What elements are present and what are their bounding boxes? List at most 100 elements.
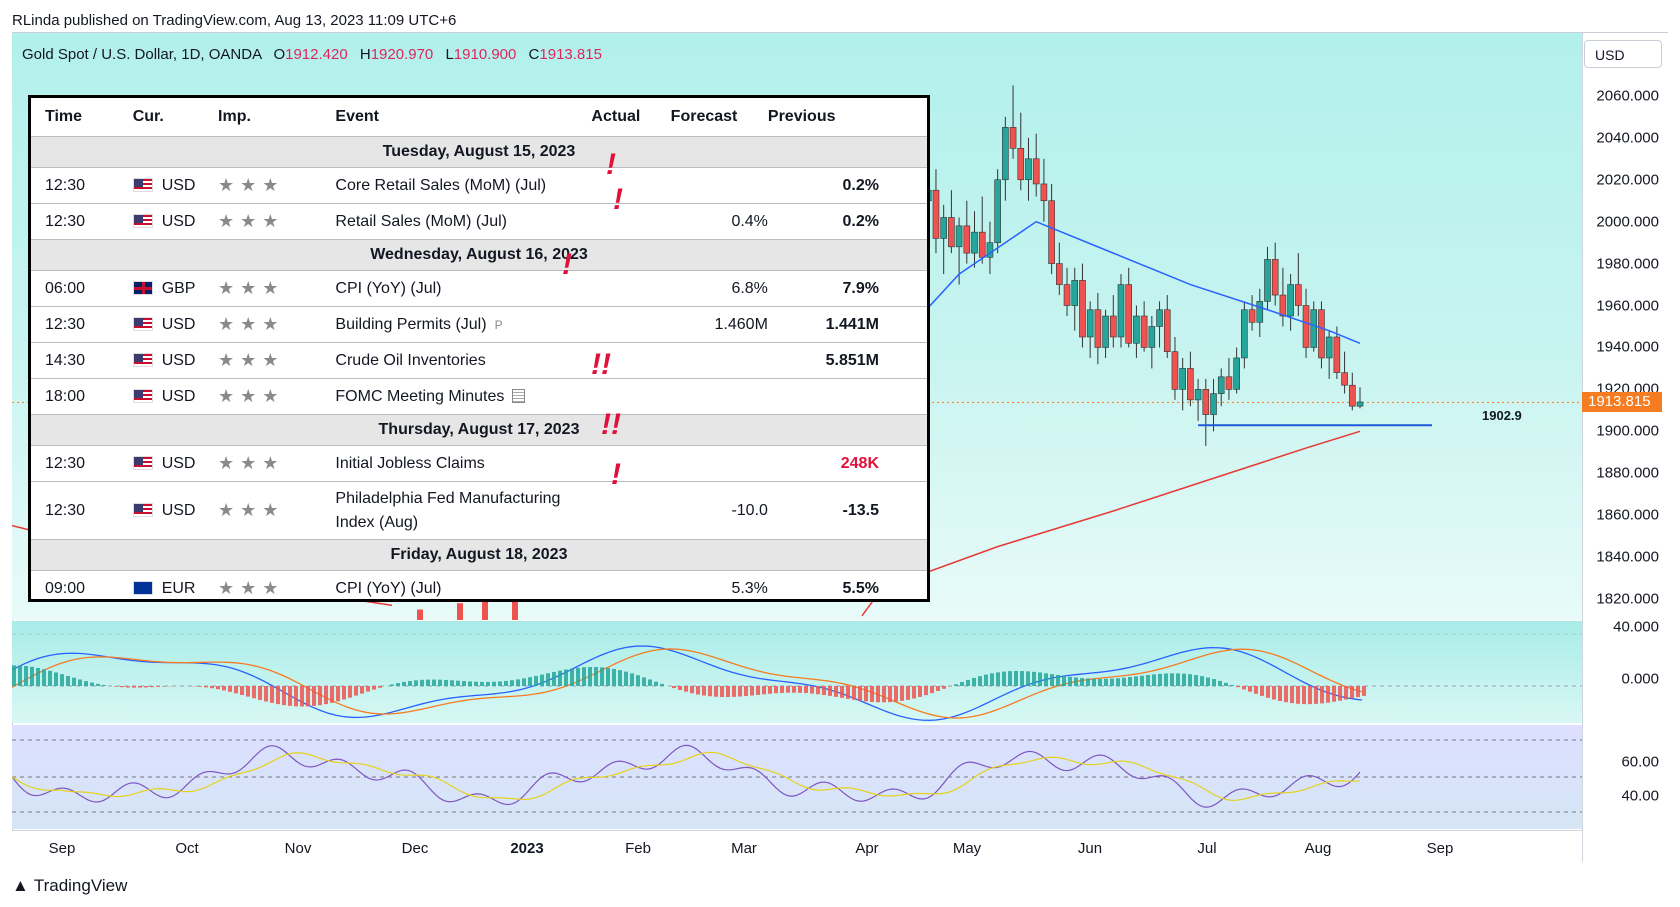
macd-histogram-bar xyxy=(306,686,310,707)
flag-us-icon xyxy=(132,455,153,470)
macd-histogram-bar xyxy=(1026,671,1030,686)
time-tick-label: Apr xyxy=(855,840,879,857)
macd-histogram-bar xyxy=(996,672,1000,686)
macd-histogram-bar xyxy=(336,686,340,702)
time-tick-label: Jun xyxy=(1077,840,1103,857)
calendar-event-row: 12:30 USD ★★★ Building Permits (Jul) P 1.460M… xyxy=(31,306,927,343)
candle-fragment xyxy=(482,599,488,620)
candle-down xyxy=(1032,158,1040,185)
macd-histogram-bar xyxy=(840,686,844,698)
price-tick-label: 1820.000 xyxy=(1596,590,1659,608)
macd-histogram-bar xyxy=(792,686,796,693)
macd-indicator[interactable] xyxy=(12,621,1582,723)
macd-histogram-bar xyxy=(1224,682,1228,686)
macd-histogram-bar xyxy=(504,680,508,686)
macd-histogram-bar xyxy=(276,686,280,705)
event-currency: USD xyxy=(161,454,196,472)
macd-histogram-bar xyxy=(1032,671,1036,686)
macd-histogram-bar xyxy=(708,686,712,697)
macd-histogram-bar xyxy=(816,686,820,695)
macd-histogram-bar xyxy=(732,686,736,697)
macd-histogram-bar xyxy=(714,686,718,697)
event-name-cell: Retail Sales (MoM) (Jul) xyxy=(335,203,592,240)
macd-histogram-bar xyxy=(1206,677,1210,686)
macd-histogram-bar xyxy=(1140,675,1144,686)
macd-histogram-bar xyxy=(762,686,766,695)
macd-histogram-bar xyxy=(612,668,616,686)
macd-histogram-bar xyxy=(366,686,370,692)
event-time: 06:00 xyxy=(45,279,86,297)
candle-down xyxy=(1040,183,1048,202)
importance-stars-icon: ★★★ xyxy=(218,386,285,406)
economic-calendar: Time Cur. Imp. Event Actual Forecast Pre… xyxy=(28,95,930,606)
macd-histogram-bar xyxy=(516,679,520,686)
macd-histogram-bar xyxy=(378,686,382,688)
macd-histogram-bar xyxy=(456,680,460,686)
macd-histogram-bar xyxy=(1128,677,1132,686)
candle-up xyxy=(955,225,963,248)
macd-histogram-bar xyxy=(1302,686,1306,705)
calendar-date-row: Thursday, August 17, 2023 xyxy=(31,414,927,446)
event-time-cell: 14:30 xyxy=(31,342,133,379)
candle-down xyxy=(1348,384,1356,407)
tradingview-logo[interactable]: ▲ TradingView xyxy=(12,876,127,896)
moving-average-slow xyxy=(861,430,1361,617)
low-label: L xyxy=(445,46,454,63)
event-importance-cell: ★★★ xyxy=(218,342,336,379)
time-tick-label: Oct xyxy=(175,840,199,857)
macd-histogram-bar xyxy=(138,686,142,688)
macd-histogram-bar xyxy=(1182,673,1186,686)
document-icon xyxy=(512,388,526,403)
candle-down xyxy=(963,225,971,254)
macd-histogram-bar xyxy=(1014,670,1018,686)
calendar-date: Tuesday, August 15, 2023 xyxy=(31,136,927,168)
candle-fragment xyxy=(512,601,518,620)
candle-up xyxy=(1194,389,1202,401)
candle-down xyxy=(1318,309,1325,359)
event-currency: USD xyxy=(161,212,196,230)
symbol-legend[interactable]: Gold Spot / U.S. Dollar, 1D, OANDA O1912… xyxy=(22,46,602,63)
event-time: 09:00 xyxy=(45,579,86,597)
macd-histogram-bar xyxy=(852,686,856,700)
flag-us-icon xyxy=(132,213,153,228)
time-axis[interactable]: Sep Oct Nov Dec 2023 Feb Mar Apr May Jun Jul Aug Sep xyxy=(12,830,1582,863)
candle-up xyxy=(1217,376,1225,394)
macd-histogram-bar xyxy=(414,680,418,686)
rsi-indicator[interactable] xyxy=(12,725,1582,829)
macd-histogram-bar xyxy=(132,686,136,688)
macd-histogram-bar xyxy=(450,680,454,686)
macd-histogram-bar xyxy=(1020,671,1024,686)
event-forecast: 1.460M xyxy=(714,315,768,333)
macd-histogram-bar xyxy=(354,686,358,696)
candle-up xyxy=(1179,368,1186,390)
macd-pane[interactable] xyxy=(12,621,1582,723)
event-importance-cell: ★★★ xyxy=(218,270,336,307)
macd-histogram-bar xyxy=(540,674,544,686)
macd-histogram-bar xyxy=(246,686,250,697)
macd-histogram-bar xyxy=(360,686,364,694)
time-tick-label: Aug xyxy=(1304,840,1332,857)
macd-histogram-bar xyxy=(582,667,586,686)
open-label: O xyxy=(273,46,286,63)
event-time-cell: 06:00 xyxy=(31,270,133,307)
currency-button[interactable]: USD xyxy=(1584,40,1662,68)
rsi-pane[interactable] xyxy=(12,725,1582,829)
event-time-cell: 12:30 xyxy=(31,306,133,343)
macd-histogram-bar xyxy=(870,686,874,702)
candle-down xyxy=(1271,259,1279,296)
price-axis[interactable]: 2080.0002060.0002040.0002020.0002000.000… xyxy=(1582,33,1669,862)
candle-up xyxy=(1086,309,1094,338)
candle-up xyxy=(1025,158,1032,181)
rsi-line xyxy=(12,744,1361,808)
event-forecast: -10.0 xyxy=(731,501,768,519)
macd-histogram-bar xyxy=(720,686,724,698)
calendar-event-row: 14:30 USD ★★★ Crude Oil Inventories 5.851M xyxy=(31,342,927,379)
macd-histogram-bar xyxy=(990,673,994,686)
event-importance-cell: ★★★ xyxy=(218,306,336,343)
event-actual-cell xyxy=(591,306,671,343)
macd-histogram-bar xyxy=(1116,678,1120,686)
candle-down xyxy=(1341,372,1348,386)
event-previous-cell: 248K xyxy=(767,445,927,482)
macd-histogram-bar xyxy=(486,681,490,686)
candle-fragment xyxy=(457,603,463,620)
